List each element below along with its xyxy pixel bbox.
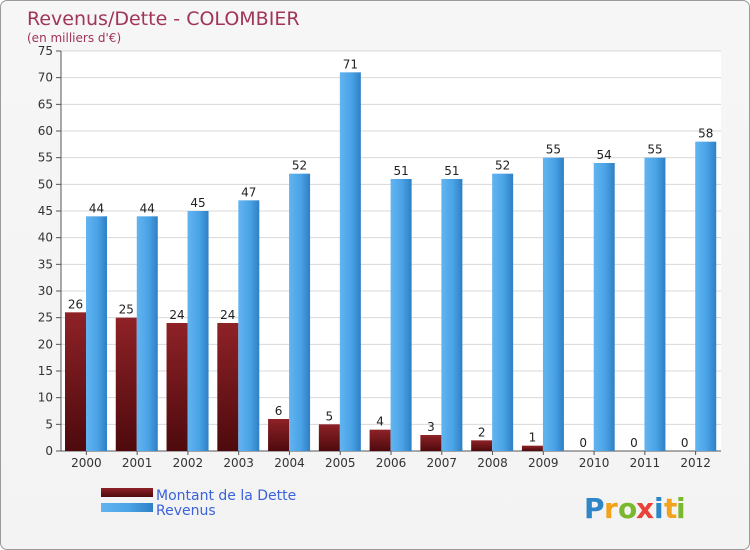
bar-dette bbox=[318, 424, 340, 451]
data-label-revenus: 51 bbox=[393, 164, 408, 178]
bar-dette bbox=[471, 440, 493, 451]
y-tick-label: 15 bbox=[38, 364, 53, 378]
bar-revenus bbox=[390, 179, 412, 451]
data-label-revenus: 47 bbox=[241, 185, 256, 199]
data-label-dette: 1 bbox=[529, 431, 537, 445]
bar-revenus bbox=[492, 173, 514, 451]
bar-revenus bbox=[238, 200, 260, 451]
x-tick-label: 2000 bbox=[71, 456, 102, 470]
y-tick-label: 30 bbox=[38, 284, 53, 298]
data-label-dette: 24 bbox=[169, 308, 184, 322]
bar-dette bbox=[166, 323, 188, 451]
bar-dette bbox=[521, 445, 543, 451]
data-label-dette: 0 bbox=[579, 436, 587, 450]
x-tick-label: 2002 bbox=[173, 456, 204, 470]
bar-revenus bbox=[339, 72, 361, 451]
data-label-dette: 2 bbox=[478, 425, 486, 439]
bar-dette bbox=[369, 429, 391, 451]
data-label-dette: 5 bbox=[326, 409, 334, 423]
legend-label-debt: Montant de la Dette bbox=[156, 488, 296, 504]
logo-letter: i bbox=[654, 492, 665, 525]
bar-revenus bbox=[86, 216, 107, 451]
data-label-revenus: 52 bbox=[292, 159, 307, 173]
x-tick-label: 2003 bbox=[223, 456, 254, 470]
data-label-revenus: 54 bbox=[597, 148, 612, 162]
logo-letter: x bbox=[636, 492, 655, 525]
logo-letter: P bbox=[584, 492, 606, 525]
data-label-revenus: 52 bbox=[495, 159, 510, 173]
bar-revenus bbox=[187, 211, 209, 451]
data-label-revenus: 58 bbox=[698, 127, 713, 141]
bar-revenus bbox=[542, 157, 564, 451]
data-label-revenus: 45 bbox=[190, 196, 205, 210]
x-tick-label: 2004 bbox=[274, 456, 305, 470]
bar-revenus bbox=[289, 173, 311, 451]
legend-swatch-debt bbox=[101, 488, 153, 497]
x-tick-label: 2006 bbox=[376, 456, 407, 470]
data-label-dette: 4 bbox=[376, 415, 384, 429]
bar-revenus bbox=[644, 157, 666, 451]
data-label-revenus: 55 bbox=[647, 143, 662, 157]
y-tick-label: 70 bbox=[38, 71, 53, 85]
x-tick-label: 2010 bbox=[579, 456, 610, 470]
y-tick-label: 50 bbox=[38, 177, 53, 191]
bars bbox=[65, 72, 717, 451]
data-label-dette: 24 bbox=[220, 308, 235, 322]
y-tick-label: 10 bbox=[38, 391, 53, 405]
y-tick-label: 60 bbox=[38, 124, 53, 138]
logo-letter: o bbox=[618, 492, 638, 525]
x-tick-label: 2011 bbox=[630, 456, 661, 470]
legend-label-revenus: Revenus bbox=[156, 503, 216, 519]
bar-revenus bbox=[593, 163, 615, 451]
data-label-revenus: 44 bbox=[89, 201, 104, 215]
y-tick-label: 5 bbox=[45, 417, 53, 431]
bar-dette bbox=[217, 323, 239, 451]
y-tick-label: 40 bbox=[38, 231, 53, 245]
logo-letter: i bbox=[676, 492, 687, 525]
bar-dette bbox=[420, 435, 442, 451]
x-tick-label: 2012 bbox=[680, 456, 711, 470]
x-tick-label: 2001 bbox=[122, 456, 153, 470]
y-tick-label: 65 bbox=[38, 97, 53, 111]
data-label-revenus: 71 bbox=[343, 57, 358, 71]
bar-dette bbox=[115, 317, 137, 451]
y-tick-label: 45 bbox=[38, 204, 53, 218]
data-label-revenus: 44 bbox=[140, 201, 155, 215]
data-label-dette: 6 bbox=[275, 404, 283, 418]
bar-revenus bbox=[441, 179, 463, 451]
data-labels: 26 44 25 44 24 45 24 47 6 52 5 71 4 51 3 51 2 52 1 55 0 54 0 55… bbox=[68, 57, 714, 450]
data-label-revenus: 51 bbox=[444, 164, 459, 178]
data-label-dette: 26 bbox=[68, 297, 83, 311]
x-tick-label: 2007 bbox=[426, 456, 457, 470]
x-tick-label: 2009 bbox=[528, 456, 559, 470]
y-tick-label: 0 bbox=[45, 444, 53, 458]
legend-swatch-revenus bbox=[101, 503, 153, 512]
chart-subtitle: (en milliers d'€) bbox=[27, 31, 121, 45]
x-tick-label: 2008 bbox=[477, 456, 508, 470]
logo-letter: t bbox=[664, 492, 678, 525]
bar-revenus bbox=[136, 216, 158, 451]
bar-revenus bbox=[695, 141, 717, 451]
y-tick-label: 25 bbox=[38, 311, 53, 325]
bar-dette bbox=[65, 312, 86, 451]
y-tick-label: 55 bbox=[38, 151, 53, 165]
y-tick-label: 75 bbox=[38, 44, 53, 58]
y-tick-label: 20 bbox=[38, 337, 53, 351]
data-label-dette: 3 bbox=[427, 420, 435, 434]
data-label-dette: 0 bbox=[630, 436, 638, 450]
y-tick-label: 35 bbox=[38, 257, 53, 271]
proxiti-logo: Pr oxi ti bbox=[584, 492, 687, 525]
bar-dette bbox=[268, 419, 290, 451]
x-tick-label: 2005 bbox=[325, 456, 356, 470]
logo-letter: r bbox=[604, 492, 619, 525]
data-label-dette: 0 bbox=[681, 436, 689, 450]
chart-title: Revenus/Dette - COLOMBIER bbox=[27, 8, 300, 30]
legend: Montant de la Dette Revenus bbox=[101, 488, 296, 519]
data-label-revenus: 55 bbox=[546, 143, 561, 157]
data-label-dette: 25 bbox=[119, 303, 134, 317]
